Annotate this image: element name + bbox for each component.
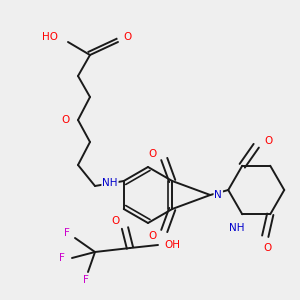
Text: OH: OH: [164, 240, 180, 250]
Text: O: O: [148, 149, 156, 159]
Text: O: O: [111, 216, 119, 226]
Text: O: O: [263, 243, 272, 253]
Text: O: O: [264, 136, 272, 146]
Text: F: F: [59, 253, 65, 263]
Text: O: O: [62, 115, 70, 125]
Text: N: N: [214, 190, 222, 200]
Text: F: F: [64, 228, 70, 238]
Text: HO: HO: [42, 32, 58, 42]
Text: F: F: [83, 275, 89, 285]
Text: NH: NH: [102, 178, 118, 188]
Text: NH: NH: [230, 223, 245, 233]
Text: O: O: [124, 32, 132, 42]
Text: O: O: [148, 231, 156, 241]
